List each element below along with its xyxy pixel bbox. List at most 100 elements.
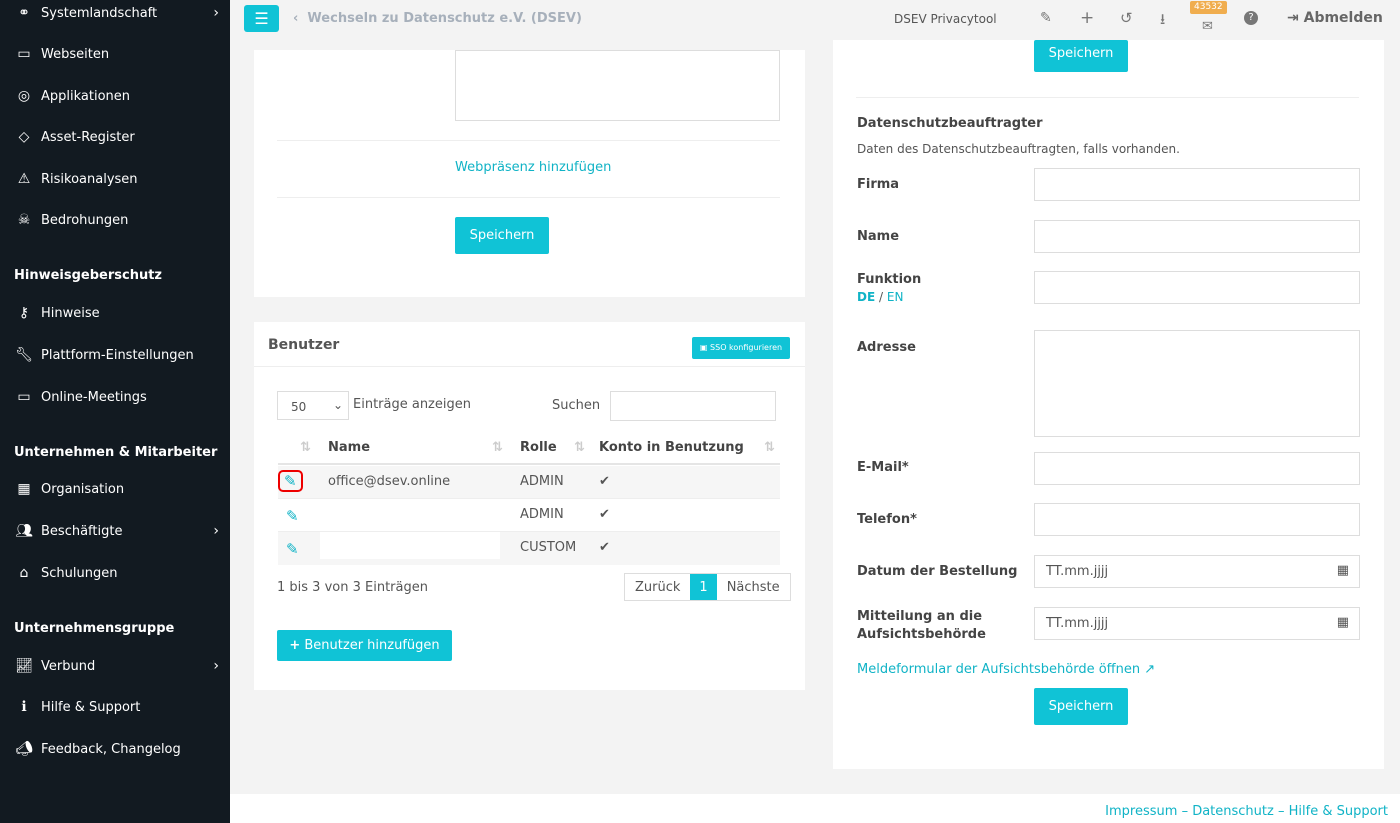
logout-label: Abmelden [1303,10,1383,26]
dpo-card: Speichern Datenschutzbeauftragter Daten … [833,40,1384,769]
help-icon[interactable]: ? [1244,11,1258,25]
id-card-icon: ▣ [699,343,708,352]
app-name: DSEV Privacytool [894,12,997,26]
edit-icon[interactable]: ✎ [1040,10,1052,26]
email-input[interactable] [1034,452,1360,485]
info-icon: ℹ [21,699,27,715]
sidebar-header: Hinweisgeberschutz [14,268,163,283]
page-size-select[interactable]: 50 ⌄ [277,391,349,420]
sidebar-header: Unternehmen & Mitarbeiter [14,445,218,460]
datum-input[interactable]: TT.mm.jjjj ▦ [1034,555,1360,588]
search-input[interactable] [610,391,776,421]
search-label: Suchen [552,398,601,413]
edit-icon[interactable]: ✎ [286,507,299,525]
label: Beschäftigte [41,523,123,539]
switch-label: Wechseln zu Datenschutz e.V. (DSEV) [307,11,582,26]
sort-icon[interactable]: ⇅ [492,440,503,455]
calendar-icon[interactable]: ▦ [1336,615,1349,630]
menu-toggle-button[interactable]: ☰ [244,5,279,32]
sort-icon[interactable]: ⇅ [300,440,311,455]
users-title: Benutzer [268,337,340,353]
sidebar-item-plattform[interactable]: 🔧︎ Plattform-Einstellungen [14,344,219,366]
column-name[interactable]: Name [328,440,371,455]
user-role: CUSTOM [520,540,577,555]
label: Hilfe & Support [41,699,141,715]
table-row: ✎ CUSTOM ✔ [278,532,780,565]
name-input[interactable] [1034,220,1360,253]
app-icon: ◎ [17,88,31,104]
column-active[interactable]: Konto in Benutzung [599,440,744,455]
table-row: ✎ ADMIN ✔ [278,499,780,532]
page-1-button[interactable]: 1 [690,574,717,600]
download-icon[interactable]: ⭳ [1160,10,1166,28]
sidebar-item-risikoanalysen[interactable]: ⚠ Risikoanalysen [14,168,219,190]
label: Hinweise [41,305,100,321]
mail-icon[interactable]: ✉ [1202,19,1213,34]
firma-input[interactable] [1034,168,1360,201]
sidebar-item-beschaeftigte[interactable]: 👥︎ Beschäftigte › [14,520,219,542]
sidebar-item-asset-register[interactable]: ◇ Asset-Register [14,126,219,148]
sidebar-item-hinweise[interactable]: ⚷ Hinweise [14,302,219,324]
check-icon: ✔ [599,507,610,522]
sidebar-item-hilfe[interactable]: ℹ Hilfe & Support [14,696,219,718]
label-firma: Firma [857,177,900,192]
user-role: ADMIN [520,474,564,489]
prev-page-button[interactable]: Zurück [635,580,681,595]
logout-button[interactable]: ⇥ Abmelden [1287,10,1383,26]
edit-icon[interactable]: ✎ [278,470,303,492]
sso-button[interactable]: ▣ SSO konfigurieren [692,337,790,359]
sidebar-item-webseiten[interactable]: ▭ Webseiten [14,43,219,65]
logout-icon: ⇥ [1287,10,1299,26]
lang-en[interactable]: EN [886,290,904,304]
label-mitteilung: Mitteilung an die Aufsichtsbehörde [857,608,986,644]
history-icon[interactable]: ↺ [1120,9,1133,27]
footer: Impressum – Datenschutz – Hilfe & Suppor… [230,794,1400,823]
plus-icon[interactable]: + [1080,8,1095,28]
label-line: Aufsichtsbehörde [857,627,986,642]
sidebar-item-verbund[interactable]: 📈︎ Verbund › [14,655,219,677]
network-icon: ⚭ [18,5,30,21]
sidebar-item-meetings[interactable]: ▭ Online-Meetings [14,386,219,408]
datenschutz-link[interactable]: Datenschutz [1192,804,1274,819]
sidebar-item-organisation[interactable]: ▦ Organisation [14,478,219,500]
label: Verbund [41,658,96,674]
sidebar-item-systemlandschaft[interactable]: ⚭ Systemlandschaft › [14,2,219,24]
sort-icon[interactable]: ⇅ [574,440,585,455]
add-webpresence-link[interactable]: Webpräsenz hinzufügen [455,160,612,175]
sort-icon[interactable]: ⇅ [764,440,775,455]
sidebar-item-applikationen[interactable]: ◎ Applikationen [14,85,219,107]
edit-icon[interactable]: ✎ [286,540,299,558]
label: Risikoanalysen [41,171,138,187]
next-page-button[interactable]: Nächste [726,580,780,595]
adresse-textarea[interactable] [1034,330,1360,437]
sidebar-item-bedrohungen[interactable]: ☠ Bedrohungen [14,209,219,231]
label: Schulungen [41,565,118,581]
chevron-right-icon: › [213,658,219,674]
textarea[interactable] [455,50,780,121]
page-size-value: 50 [291,400,307,414]
mitteilung-input[interactable]: TT.mm.jjjj ▦ [1034,607,1360,640]
sidebar-item-schulungen[interactable]: ⌂ Schulungen [14,562,219,584]
calendar-icon[interactable]: ▦ [1336,563,1349,578]
sidebar-item-feedback[interactable]: 📣︎ Feedback, Changelog [14,738,219,760]
funktion-input[interactable] [1034,271,1360,304]
language-switch: DE / EN [857,290,903,304]
entries-label: Einträge anzeigen [353,397,471,412]
save-button[interactable]: Speichern [1034,688,1128,725]
save-button[interactable]: Speichern [455,217,549,254]
report-form-link[interactable]: Meldeformular der Aufsichtsbehörde öffne… [857,662,1155,677]
hilfe-link[interactable]: Hilfe & Support [1288,804,1388,819]
label: Online-Meetings [41,389,147,405]
column-role[interactable]: Rolle [520,440,557,455]
users-card: Benutzer ▣ SSO konfigurieren [254,322,805,690]
add-user-button[interactable]: + Benutzer hinzufügen [277,630,452,661]
impressum-link[interactable]: Impressum [1105,804,1178,819]
telefon-input[interactable] [1034,503,1360,536]
label: Webseiten [41,46,110,62]
save-top-button[interactable]: Speichern [1034,40,1128,72]
table-info: 1 bis 3 von 3 Einträgen [277,580,428,595]
switch-org-link[interactable]: ‹ Wechseln zu Datenschutz e.V. (DSEV) [293,11,582,26]
pagination: Zurück 1 Nächste [624,573,791,601]
plus-icon: + [289,638,301,653]
lang-de[interactable]: DE [857,290,876,304]
